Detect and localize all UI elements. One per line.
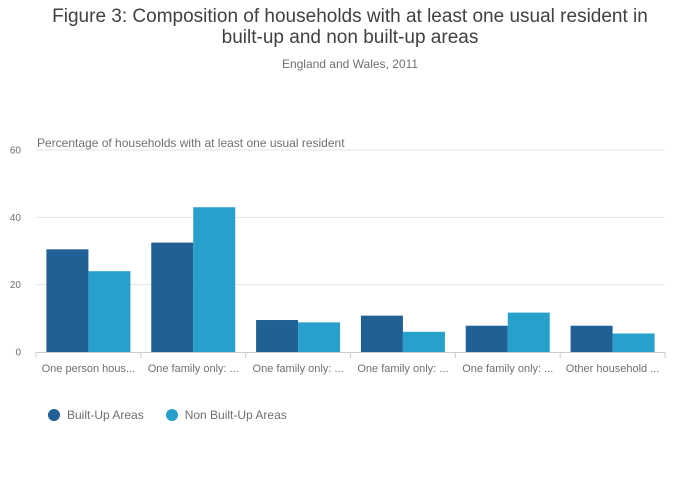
bar-non-built-up[interactable] <box>507 312 550 352</box>
x-tick-label: One family only: ... <box>253 363 344 375</box>
chart-subtitle: England and Wales, 2011 <box>281 57 419 71</box>
bar-non-built-up[interactable] <box>298 322 341 352</box>
y-tick-label: 0 <box>15 348 21 359</box>
y-tick-label: 60 <box>10 146 22 157</box>
bar-built-up[interactable] <box>151 242 194 352</box>
legend-swatch-non-built-up <box>165 409 178 421</box>
bar-non-built-up[interactable] <box>402 331 445 352</box>
x-tick-label: One family only: ... <box>148 363 239 375</box>
legend-item-non-built-up[interactable]: Non Built-Up Areas <box>165 408 287 422</box>
bar-built-up[interactable] <box>256 320 299 352</box>
gridlines <box>36 149 665 286</box>
y-tick-label: 40 <box>10 213 22 224</box>
legend-swatch-built-up <box>48 409 60 421</box>
y-axis-label: Percentage of households with at least o… <box>37 136 345 150</box>
x-tick-label: One family only: ... <box>462 363 553 375</box>
bar-built-up[interactable] <box>360 315 403 352</box>
chart-title-line-1: Figure 3: Composition of households with… <box>52 6 648 27</box>
legend-label-non-built-up: Non Built-Up Areas <box>184 408 287 422</box>
legend-label-built-up: Built-Up Areas <box>67 408 144 422</box>
x-tick-label: Other household ... <box>566 363 660 375</box>
bar-built-up[interactable] <box>465 325 508 352</box>
chart-title: Figure 3: Composition of households with… <box>0 6 700 48</box>
bars <box>46 207 655 352</box>
x-tick-label: One person hous... <box>42 363 136 375</box>
legend: Built-Up Areas Non Built-Up Areas <box>48 408 287 422</box>
bar-non-built-up[interactable] <box>612 333 655 352</box>
y-tick-label: 20 <box>10 280 22 291</box>
x-axis: One person hous... One family only: ... On… <box>35 352 666 375</box>
bar-built-up[interactable] <box>46 249 89 352</box>
legend-item-built-up[interactable]: Built-Up Areas <box>48 408 144 422</box>
y-axis-ticks: 0 20 40 60 <box>10 146 22 359</box>
bar-chart: 0 20 40 60 Percentage of households with at… <box>10 136 666 375</box>
bar-non-built-up[interactable] <box>193 207 236 352</box>
bar-non-built-up[interactable] <box>88 271 131 352</box>
chart-title-line-2: built-up and non built-up areas <box>221 27 479 48</box>
bar-built-up[interactable] <box>570 325 613 352</box>
x-tick-label: One family only: ... <box>357 363 448 375</box>
